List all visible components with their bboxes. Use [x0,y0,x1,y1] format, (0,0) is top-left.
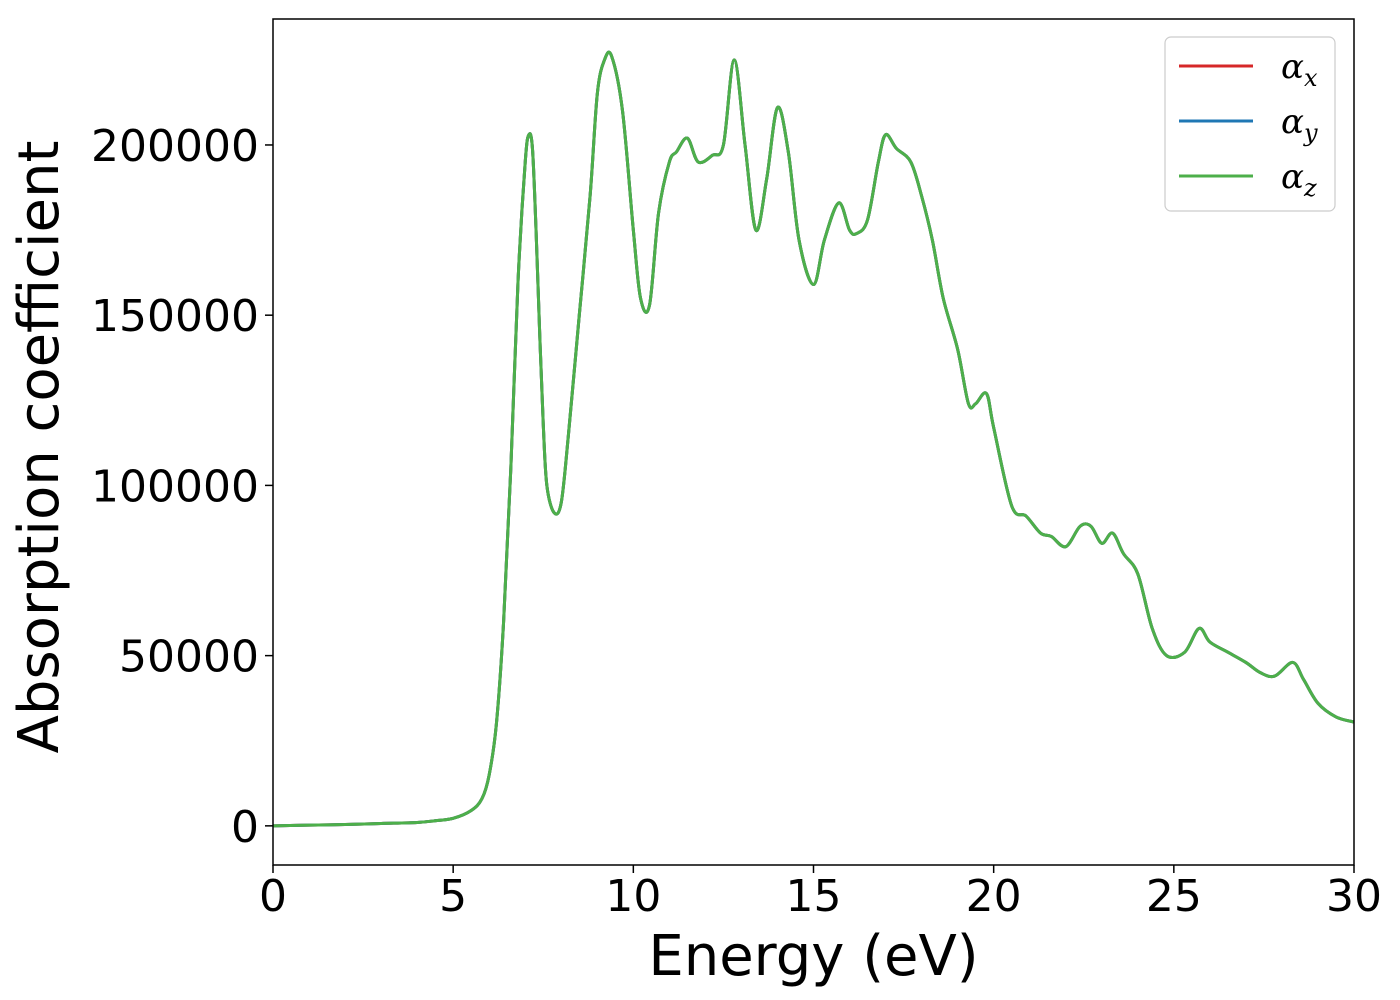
x-tick-label: 20 [966,871,1022,922]
x-tick-label: 5 [439,871,467,922]
y-tick-label: 0 [231,802,259,853]
series-line-z [273,50,1354,828]
y-axis-label: Absorption coefficient [7,141,72,754]
legend-label: αy [1281,102,1318,147]
x-axis-label: Energy (eV) [648,924,978,989]
x-tick-label: 0 [259,871,287,922]
x-tick-label: 30 [1326,871,1382,922]
series-layer [273,50,1354,828]
y-tick-label: 50000 [119,632,259,683]
y-axis-ticks: 0 50000 100000 150000 200000 [91,121,273,853]
x-tick-label: 15 [786,871,842,922]
y-tick-label: 150000 [91,291,259,342]
legend-label: αx [1281,47,1318,92]
y-tick-label: 100000 [91,461,259,512]
x-axis-ticks: 0 5 10 15 20 25 30 [259,865,1382,922]
x-tick-label: 25 [1146,871,1202,922]
y-tick-label: 200000 [91,121,259,172]
x-tick-label: 10 [605,871,661,922]
legend-box [1164,36,1336,212]
